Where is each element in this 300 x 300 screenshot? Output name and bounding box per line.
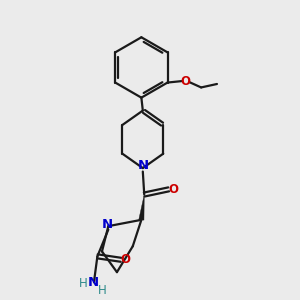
Text: N: N xyxy=(102,218,113,231)
Text: O: O xyxy=(120,253,130,266)
Text: O: O xyxy=(180,75,190,88)
Text: N: N xyxy=(137,159,148,172)
Text: H: H xyxy=(79,277,87,290)
Text: H: H xyxy=(98,284,107,297)
Text: N: N xyxy=(88,276,99,289)
Text: O: O xyxy=(168,183,178,196)
Polygon shape xyxy=(139,194,144,220)
